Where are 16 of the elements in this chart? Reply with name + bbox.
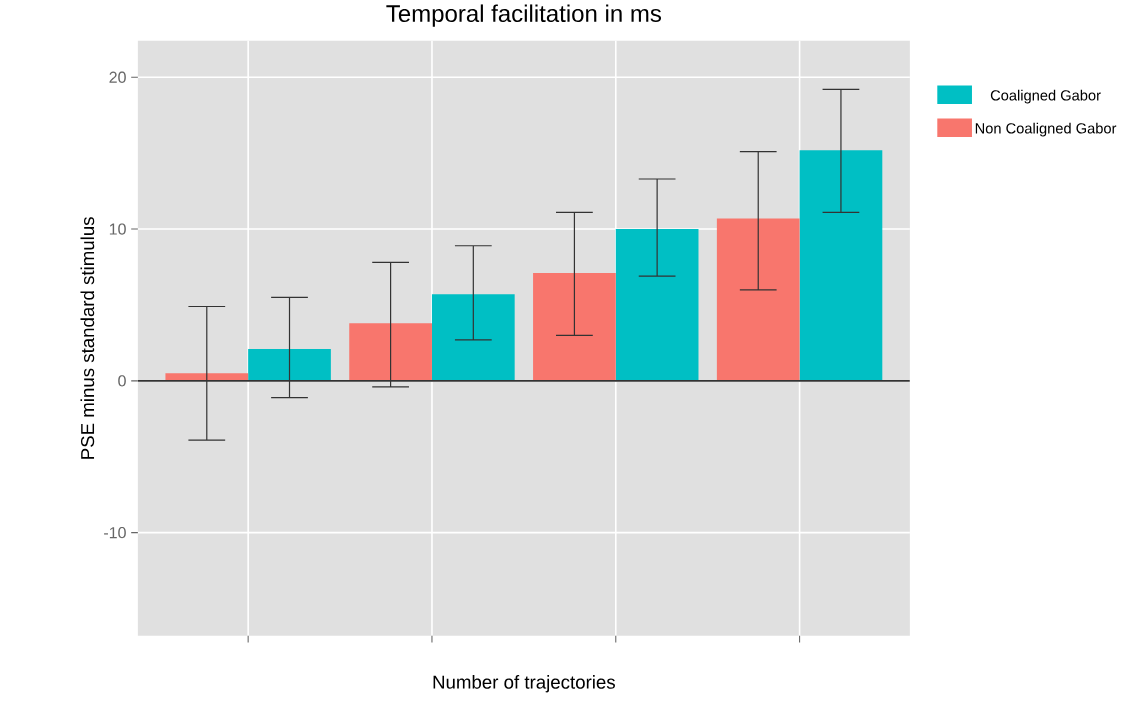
y-axis-title: PSE minus standard stimulus bbox=[80, 217, 95, 459]
bar bbox=[248, 348, 331, 381]
chart-title: Temporal facilitation in ms bbox=[386, 4, 662, 27]
y-tick-label: 20 bbox=[109, 71, 126, 83]
bar bbox=[615, 228, 699, 381]
legend-label: Coaligned Gabor bbox=[990, 89, 1101, 104]
bar bbox=[716, 218, 800, 381]
y-tick-label: -10 bbox=[104, 526, 126, 539]
x-axis-title: Number of trajectories bbox=[433, 674, 615, 693]
legend-label: Non Coaligned Gabor bbox=[975, 122, 1117, 137]
bar bbox=[799, 149, 883, 381]
y-tick-label: 10 bbox=[109, 223, 126, 235]
bar bbox=[533, 272, 616, 381]
bar bbox=[349, 323, 432, 381]
y-tick-label: 0 bbox=[118, 375, 126, 387]
bar bbox=[431, 294, 515, 381]
